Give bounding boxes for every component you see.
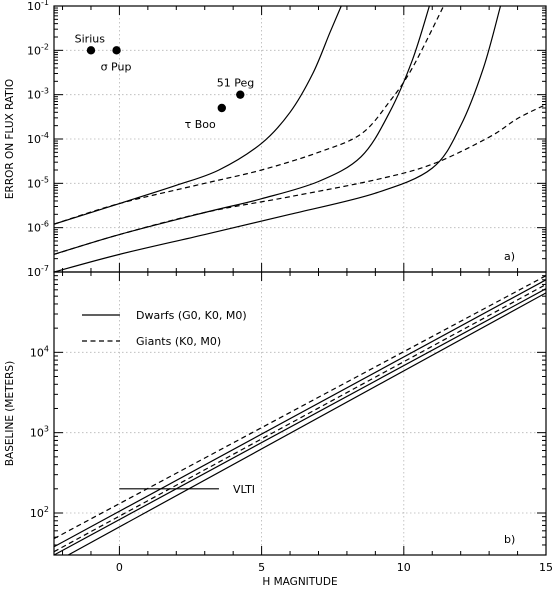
y-ticks	[54, 271, 546, 556]
y-axis-title: BASELINE (METERS)	[4, 361, 16, 466]
y-tick-label: 10-6	[27, 220, 49, 235]
panel-label: b)	[504, 533, 515, 546]
star-label: 51 Peg	[217, 77, 255, 90]
vlti-label: VLTI	[233, 483, 255, 496]
series-line-solid-2	[54, 6, 430, 255]
x-tick-label: 15	[539, 561, 553, 574]
series-line-dashed-2	[54, 283, 546, 553]
series-line-dashed-5	[54, 103, 546, 255]
y-tick-label: 10-2	[27, 42, 49, 57]
series-line-dashed-4	[54, 6, 445, 225]
x-ticks	[62, 272, 547, 555]
grid	[54, 272, 546, 555]
series-line-solid-5	[67, 292, 546, 555]
x-tick-label: 10	[397, 561, 411, 574]
series-line-solid-1	[54, 6, 342, 225]
y-tick-label: 103	[30, 425, 49, 440]
star-point	[86, 46, 96, 55]
series-line-solid-4	[54, 288, 546, 555]
legend-label: Giants (K0, M0)	[136, 335, 221, 348]
panel-a: 10-7 10-6 10-5 10-4 10-3 10-2 10-1 ERROR ON FLU…	[4, 0, 547, 279]
y-tick-label: 10-1	[27, 0, 49, 13]
y-tick-label: 10-7	[27, 264, 49, 279]
y-tick-label: 10-5	[27, 175, 49, 190]
y-tick-label: 10-4	[27, 131, 49, 146]
star-label: σ Pup	[101, 60, 132, 73]
star-point	[112, 46, 121, 55]
x-axis-title: H MAGNITUDE	[262, 576, 337, 588]
series-line-solid-3	[54, 279, 546, 548]
x-ticks	[62, 6, 547, 272]
y-tick-label: 10-3	[27, 87, 49, 102]
y-tick-label: 104	[30, 344, 49, 359]
series-group	[54, 6, 546, 272]
legend-label: Dwarfs (G0, K0, M0)	[136, 309, 247, 322]
panel-label: a)	[504, 250, 515, 263]
star-label: Sirius	[75, 32, 106, 45]
star-point	[217, 103, 226, 113]
y-tick-label: 102	[30, 505, 49, 520]
plot-frame	[53, 271, 547, 556]
y-axis-title: ERROR ON FLUX RATIO	[4, 79, 16, 199]
legend: Dwarfs (G0, K0, M0) Giants (K0, M0)	[82, 309, 247, 348]
x-tick-label: 0	[116, 561, 123, 574]
panel-b: 102 103 104 0 5 10 15 BASELINE (METERS) H MAGNIT…	[4, 271, 553, 588]
star-label: τ Boo	[185, 118, 216, 131]
series-line-dashed-1	[54, 275, 546, 540]
series-group	[54, 275, 546, 555]
x-tick-label: 5	[258, 561, 265, 574]
star-point	[236, 90, 245, 99]
series-line-solid-3	[54, 6, 502, 272]
